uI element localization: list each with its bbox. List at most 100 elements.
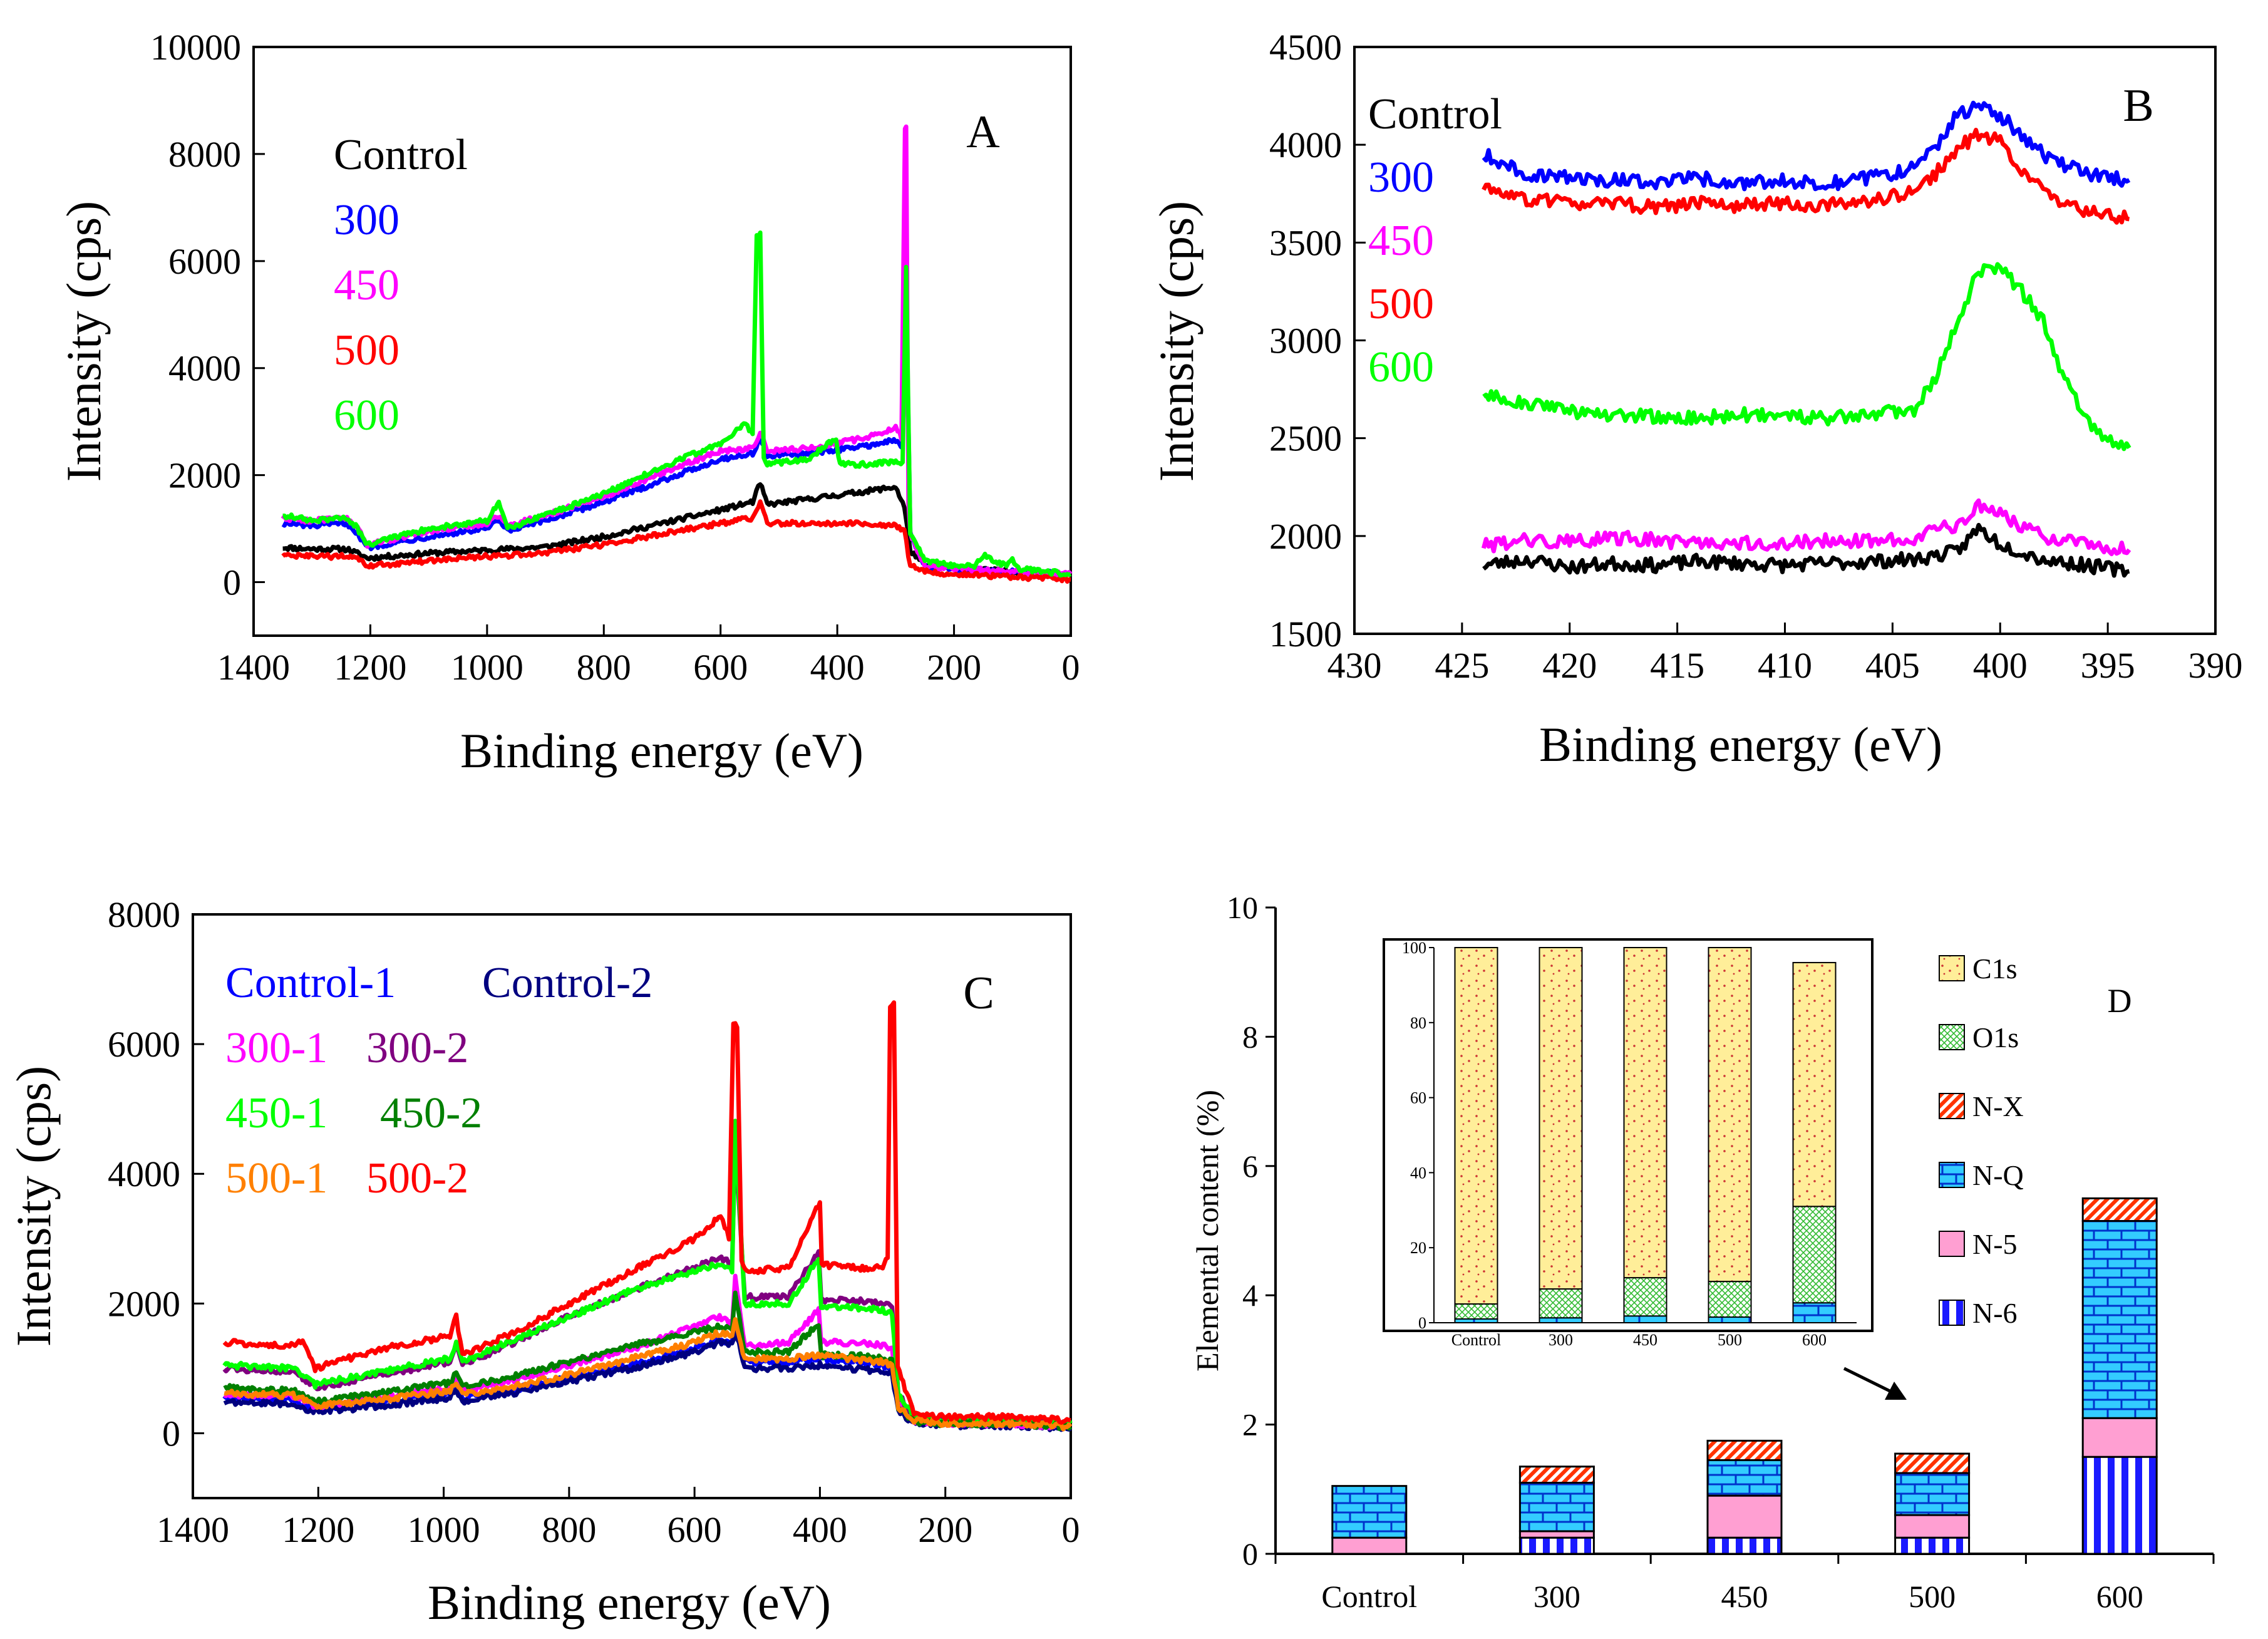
panel-c-legend-450-2: 450-2 (380, 1089, 482, 1137)
ytick-label-b-3500: 3500 (1269, 222, 1342, 263)
panel-a-xlabel: Binding energy (eV) (460, 723, 863, 778)
panel-b-xlabel: Binding energy (eV) (1539, 717, 1942, 772)
panel-c-legend-450-1: 450-1 (225, 1089, 327, 1137)
panel-d-legend-nx: N-X (1972, 1090, 2024, 1122)
panel-c-legend-300-1: 300-1 (225, 1024, 327, 1072)
panel-c-xticks: 1400 1200 1000 800 600 400 200 0 (157, 1487, 1080, 1550)
panel-c-frame (192, 913, 1072, 1499)
series-c-450-1 (222, 1119, 1073, 1428)
ytick-label-b-4000: 4000 (1269, 125, 1342, 165)
panel-a-ylabel: Intensity (cps) (56, 201, 111, 482)
xtick-label-c-1400: 1400 (157, 1509, 229, 1550)
bar-inset-450-c1s (1623, 947, 1667, 1279)
ytick-label-d-8: 8 (1242, 1019, 1258, 1054)
panel-b-legend-300: 300 (1368, 153, 1434, 202)
xtick-label-a-600: 600 (693, 647, 748, 688)
panel-c-ylabel: Intensity (cps) (6, 1066, 61, 1347)
panel-d-legend-swatch-n6 (1939, 1300, 1965, 1326)
xtick-label-c-1000: 1000 (408, 1509, 480, 1550)
panel-b-legend-450: 450 (1368, 217, 1434, 265)
xtick-label-a-1200: 1200 (334, 647, 406, 688)
xtick-label-d-500: 500 (1909, 1579, 1956, 1614)
panel-b-legend-500: 500 (1368, 280, 1434, 328)
xtick-label-c-200: 200 (918, 1509, 972, 1550)
bar-d-300-n-6 (1518, 1536, 1595, 1555)
ytick-label-b-2500: 2500 (1269, 418, 1342, 459)
xtick-label-b-400: 400 (1973, 645, 2028, 686)
panel-d-legend-swatch-nx (1939, 1093, 1965, 1119)
panel-a-yticks: 0 2000 4000 6000 8000 10000 (150, 27, 265, 603)
panel-a-legend-300: 300 (334, 196, 399, 244)
series-b-control (1482, 522, 2130, 578)
xtick-label-d-control: Control (1321, 1579, 1417, 1614)
panel-a-legend-600: 600 (334, 391, 399, 440)
panel-d-legend-swatch-o1s (1939, 1024, 1965, 1050)
panel-a-legend-control: Control (334, 131, 468, 179)
bar-d-300-n-5 (1518, 1530, 1595, 1539)
panel-d-letter: D (2108, 982, 2132, 1020)
xtick-label-d-450: 450 (1721, 1579, 1768, 1614)
bar-d-450-n-6 (1706, 1536, 1783, 1555)
ytick-label-d-0: 0 (1242, 1536, 1258, 1571)
xtick-label-d-300: 300 (1533, 1579, 1580, 1614)
ytick-label-inset-40: 40 (1410, 1164, 1426, 1182)
bar-d-600-n-q (2081, 1220, 2158, 1419)
ytick-label-b-1500: 1500 (1269, 614, 1342, 654)
xtick-label-b-425: 425 (1435, 645, 1489, 686)
bar-inset-600-c1s (1792, 961, 1837, 1207)
series-a-500 (281, 499, 1071, 584)
panel-a-frame (252, 46, 1072, 637)
xtick-label-c-1200: 1200 (282, 1509, 354, 1550)
bar-d-500-n-5 (1894, 1514, 1971, 1539)
panel-a-letter: A (966, 106, 999, 158)
panel-c-yticks: 0 2000 4000 6000 8000 (108, 894, 204, 1454)
bar-inset-450-n (1623, 1315, 1667, 1324)
xtick-label-inset-control: Control (1451, 1331, 1501, 1349)
xtick-label-inset-500: 500 (1718, 1331, 1742, 1349)
series-a-450 (281, 124, 1073, 578)
panel-a-legend-450: 450 (334, 261, 399, 309)
xtick-label-c-600: 600 (668, 1509, 722, 1550)
bar-d-control-n-5 (1331, 1536, 1408, 1555)
panel-d-inset-bars (1454, 947, 1837, 1324)
ytick-label-a-0: 0 (223, 562, 241, 603)
bar-d-450-n-x (1706, 1439, 1783, 1461)
panel-d-bars (1331, 1197, 2158, 1555)
bar-inset-300-n (1539, 1317, 1583, 1323)
ytick-label-b-2000: 2000 (1269, 516, 1342, 557)
xtick-label-b-395: 395 (2081, 645, 2135, 686)
series-b-450 (1481, 498, 2131, 557)
panel-b: 430 425 420 415 410 405 400 395 390 1500 2000 2500… (1149, 27, 2243, 772)
ytick-label-a-2000: 2000 (168, 455, 241, 496)
panel-c-legend-500-1: 500-1 (225, 1154, 327, 1202)
bar-inset-600-n (1792, 1302, 1837, 1323)
panel-d-legend-n6: N-6 (1972, 1297, 2018, 1329)
panel-c-xlabel: Binding energy (eV) (428, 1575, 831, 1630)
series-a-600 (282, 230, 1072, 578)
panel-d-arrow-head (1885, 1382, 1907, 1400)
bar-d-300-n-q (1518, 1481, 1595, 1533)
ytick-label-inset-60: 60 (1410, 1089, 1426, 1107)
xtick-label-c-400: 400 (793, 1509, 847, 1550)
xtick-label-b-405: 405 (1865, 645, 1920, 686)
ytick-label-a-6000: 6000 (168, 241, 241, 282)
series-b-300 (1482, 100, 2131, 192)
panel-d-legend-nq: N-Q (1972, 1159, 2024, 1191)
xtick-label-a-400: 400 (810, 647, 865, 688)
xtick-label-inset-300: 300 (1549, 1331, 1573, 1349)
series-b-600 (1482, 262, 2131, 452)
ytick-label-inset-0: 0 (1418, 1314, 1426, 1332)
panel-d-legend-swatch-nq (1939, 1162, 1965, 1188)
xtick-label-b-430: 430 (1327, 645, 1382, 686)
xtick-label-a-800: 800 (577, 647, 631, 688)
panel-d-legend-swatch-c1s (1939, 955, 1965, 981)
panel-d-legend-n5: N-5 (1972, 1228, 2018, 1260)
ytick-label-inset-80: 80 (1410, 1014, 1426, 1032)
panel-c-legend-500-2: 500-2 (366, 1154, 468, 1202)
panel-b-legend-control: Control (1368, 90, 1502, 138)
ytick-label-inset-20: 20 (1410, 1239, 1426, 1257)
xtick-label-b-410: 410 (1758, 645, 1812, 686)
bar-inset-control-c1s (1454, 947, 1498, 1305)
